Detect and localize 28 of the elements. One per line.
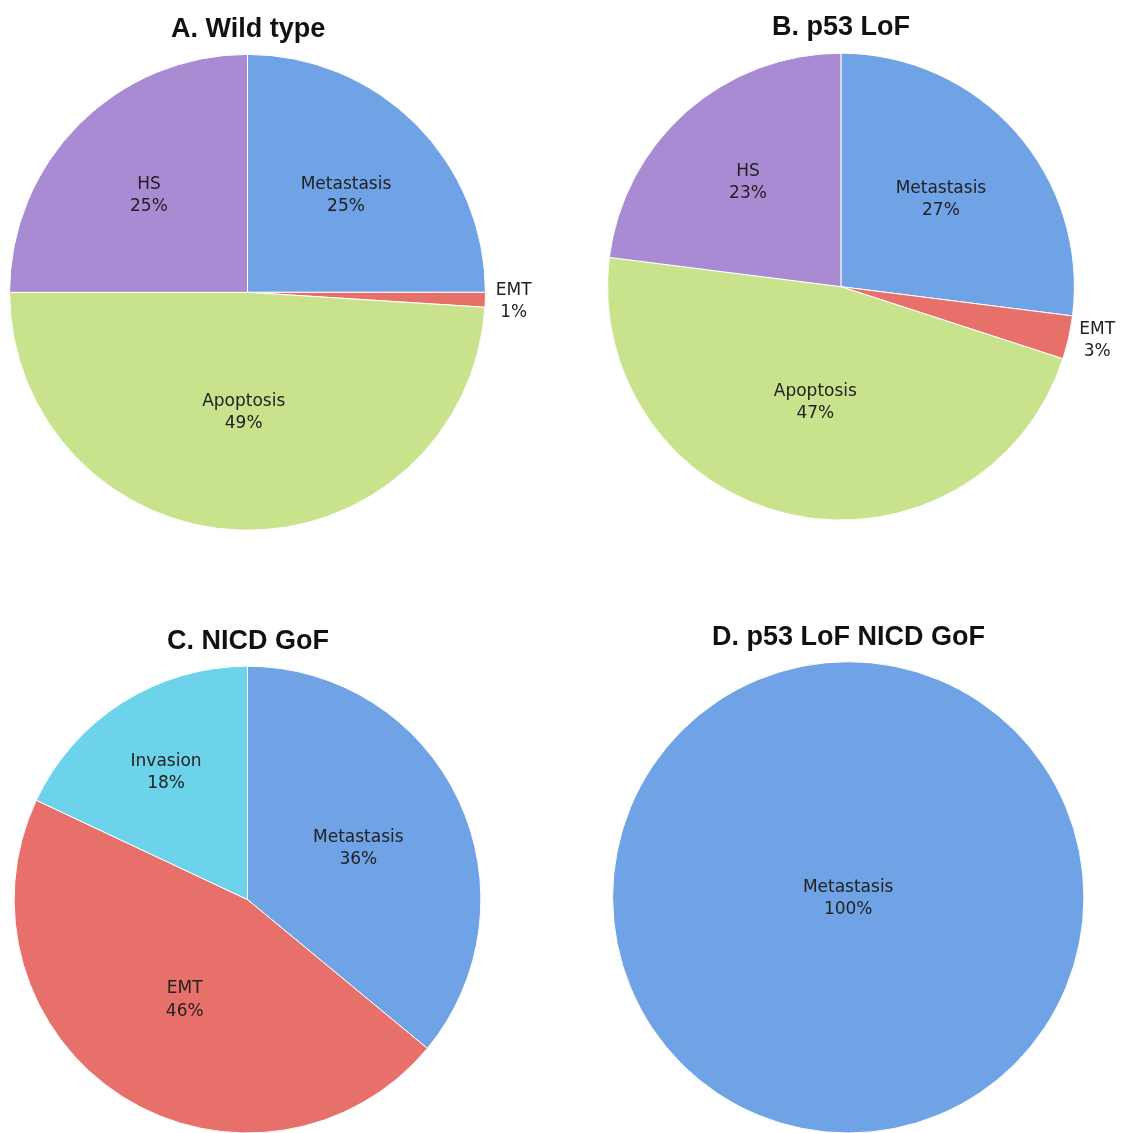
slice-label: EMT [1079,317,1116,338]
data-label: 3% [1083,339,1111,360]
slice-label: EMT [495,278,533,299]
slice-label: Invasion [130,750,202,771]
data-label: 100% [823,898,873,919]
slice-label: Metastasis [313,826,404,847]
data-label: 47% [796,401,835,422]
slice-label: Metastasis [300,172,392,193]
data-label: 18% [147,772,185,793]
chart-title: C. NICD GoF [167,625,329,655]
data-label: 25% [327,194,365,215]
data-label: 23% [729,182,767,203]
data-label: 25% [130,194,168,215]
data-label: 36% [339,848,378,869]
slice-label: HS [137,172,161,193]
slice-label: EMT [166,977,204,998]
data-label: 27% [922,199,960,220]
data-label: 49% [224,412,263,433]
chart-title: B. p53 LoF [772,11,911,41]
slice-label: HS [736,160,760,181]
slice-label: Metastasis [895,177,987,198]
data-label: 46% [165,999,204,1020]
data-label: 1% [500,300,528,321]
chart-title: A. Wild type [171,13,326,43]
slice-label: Apoptosis [202,390,286,411]
slice-label: Metastasis [802,876,894,897]
slice-label: Apoptosis [773,379,858,400]
chart-title: D. p53 LoF NICD GoF [712,621,985,651]
